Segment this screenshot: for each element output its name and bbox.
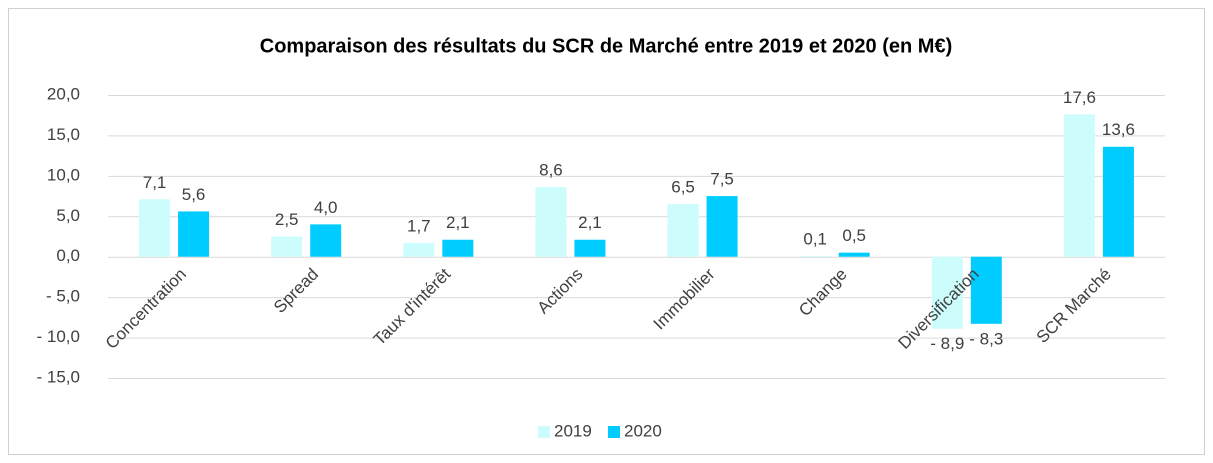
bar	[931, 256, 963, 329]
data-label: 1,7	[407, 216, 431, 235]
bar	[799, 255, 831, 257]
data-label: 2,1	[446, 213, 470, 232]
bar	[574, 239, 606, 257]
legend-swatch	[538, 426, 550, 438]
data-label: 0,1	[803, 229, 827, 248]
y-tick-label: 0,0	[56, 246, 80, 265]
bar	[970, 256, 1002, 324]
bar	[403, 242, 435, 257]
chart-title: Comparaison des résultats du SCR de Marc…	[260, 35, 952, 57]
data-label: 4,0	[314, 198, 338, 217]
legend-label: 2020	[624, 421, 662, 440]
data-label: 17,6	[1063, 88, 1096, 107]
data-label: 7,1	[143, 173, 167, 192]
data-label: - 8,9	[930, 334, 964, 353]
bar	[139, 199, 171, 257]
data-label: 0,5	[842, 226, 866, 245]
bar	[535, 187, 567, 257]
y-tick-label: 15,0	[47, 125, 80, 144]
bar	[667, 204, 699, 257]
bar	[178, 211, 210, 257]
bar	[706, 196, 738, 257]
y-tick-label: 10,0	[47, 165, 80, 184]
legend-label: 2019	[554, 421, 592, 440]
y-tick-label: - 10,0	[37, 327, 80, 346]
y-tick-label: - 5,0	[46, 287, 80, 306]
data-label: 7,5	[710, 170, 734, 189]
y-tick-label: 20,0	[47, 84, 80, 103]
legend-swatch	[608, 426, 620, 438]
y-tick-label: - 15,0	[37, 367, 80, 386]
y-tick-label: 5,0	[56, 206, 80, 225]
bar	[271, 236, 303, 257]
bar	[1102, 146, 1134, 257]
bar	[442, 239, 474, 257]
bar	[1063, 114, 1095, 257]
data-label: 8,6	[539, 161, 563, 180]
data-label: 6,5	[671, 178, 695, 197]
bar	[310, 224, 342, 257]
data-label: 5,6	[182, 185, 206, 204]
data-label: - 8,3	[969, 329, 1003, 348]
data-label: 2,1	[578, 213, 602, 232]
bar	[838, 252, 870, 257]
data-label: 13,6	[1102, 120, 1135, 139]
data-label: 2,5	[275, 210, 299, 229]
